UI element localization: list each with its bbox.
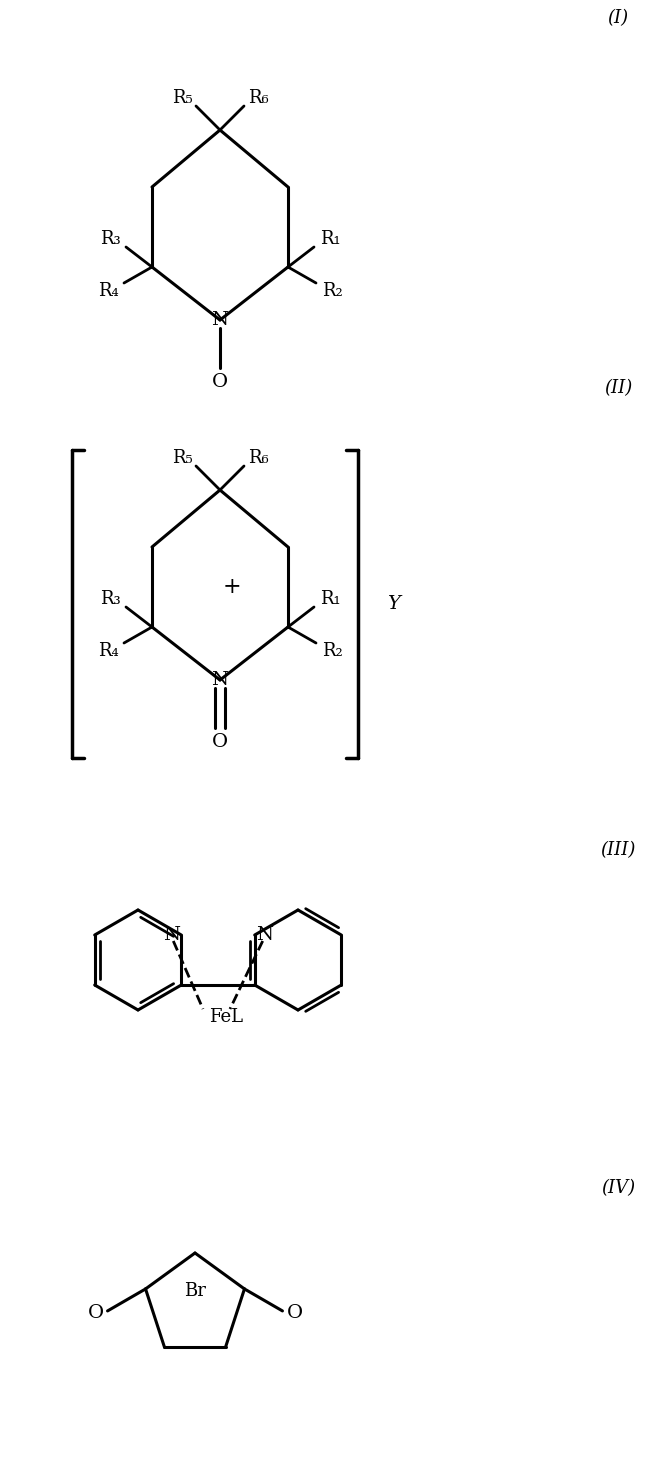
- Text: O: O: [212, 733, 228, 750]
- Text: R₅: R₅: [172, 448, 192, 468]
- Text: R₄: R₄: [97, 283, 118, 300]
- Text: (III): (III): [600, 841, 636, 858]
- Text: R₃: R₃: [100, 229, 120, 249]
- Text: R₂: R₂: [322, 642, 342, 660]
- Text: R₁: R₁: [320, 229, 340, 249]
- Text: R₃: R₃: [100, 591, 120, 608]
- Text: N: N: [256, 926, 273, 944]
- Text: FeL: FeL: [209, 1008, 243, 1026]
- Text: O: O: [286, 1304, 303, 1322]
- Text: (I): (I): [607, 9, 628, 27]
- Text: +: +: [222, 576, 241, 598]
- Text: R₅: R₅: [172, 89, 192, 107]
- Text: O: O: [88, 1304, 103, 1322]
- Text: Y: Y: [386, 595, 399, 613]
- Text: R₆: R₆: [247, 448, 268, 468]
- Text: R₂: R₂: [322, 283, 342, 300]
- Text: N: N: [211, 311, 228, 329]
- Text: (IV): (IV): [601, 1180, 635, 1197]
- Text: N: N: [163, 926, 180, 944]
- Text: R₄: R₄: [97, 642, 118, 660]
- Text: Br: Br: [184, 1282, 206, 1299]
- Text: R₁: R₁: [320, 591, 340, 608]
- Text: N: N: [211, 670, 228, 690]
- Text: (II): (II): [604, 379, 632, 397]
- Text: R₆: R₆: [247, 89, 268, 107]
- Text: O: O: [212, 373, 228, 391]
